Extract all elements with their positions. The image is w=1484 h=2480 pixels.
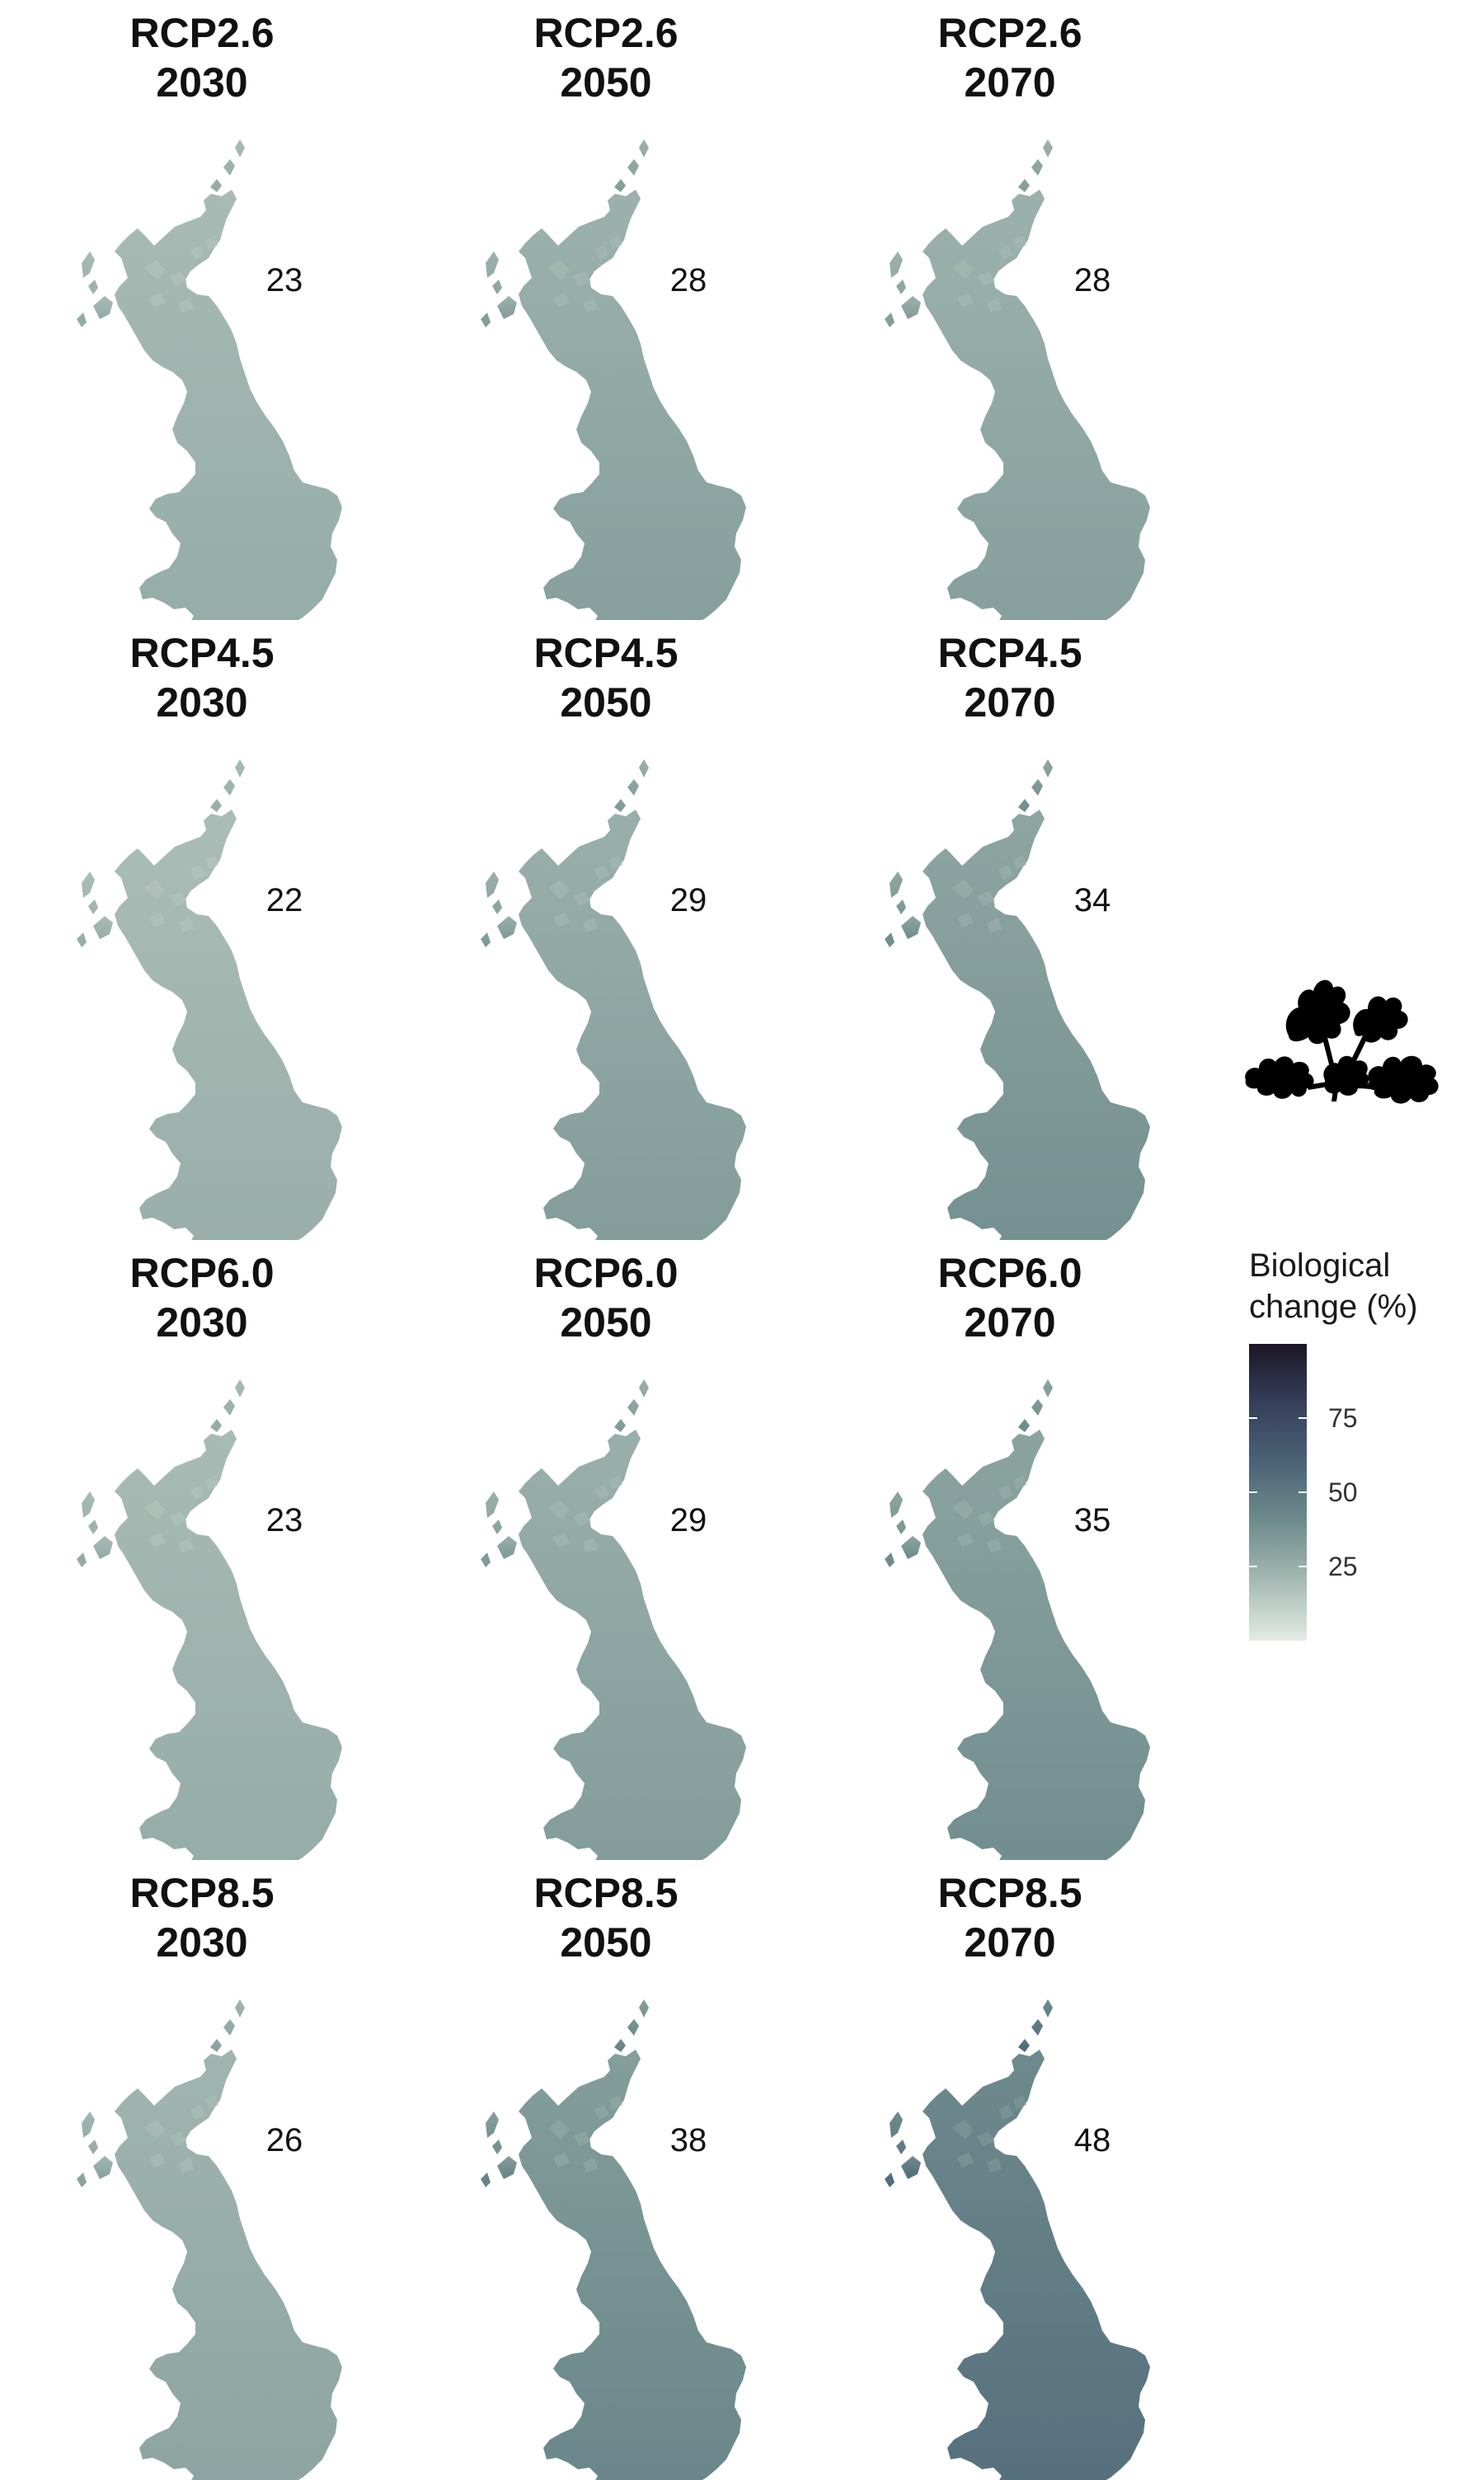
- map-panel: RCP2.6 2030 23: [37, 0, 367, 620]
- map-panel: RCP6.0 2050 29: [441, 1240, 771, 1860]
- map-panel: RCP2.6 2070 28: [845, 0, 1175, 620]
- scenario-label: RCP4.5: [937, 630, 1082, 676]
- gb-map: [885, 1379, 1150, 1860]
- gb-map: [77, 759, 342, 1240]
- scenario-label: RCP4.5: [129, 630, 275, 676]
- year-label: 2050: [560, 1299, 652, 1346]
- gb-map: [77, 1379, 342, 1860]
- scenario-label: RCP4.5: [533, 630, 679, 676]
- gb-map: [885, 139, 1150, 620]
- gb-map: [481, 139, 746, 620]
- change-value: 23: [265, 1502, 303, 1538]
- scenario-label: RCP2.6: [937, 10, 1082, 56]
- legend-title-line1: Biological: [1249, 1247, 1391, 1284]
- panel-title: RCP4.5 2030: [37, 628, 367, 727]
- year-label: 2030: [156, 679, 248, 726]
- change-value: 35: [1073, 1502, 1111, 1538]
- year-label: 2050: [560, 59, 652, 106]
- panel-title: RCP6.0 2050: [441, 1248, 771, 1347]
- map-panel: RCP4.5 2070 34: [845, 620, 1175, 1240]
- map-panel: RCP6.0 2070 35: [845, 1240, 1175, 1860]
- change-value: 28: [1073, 262, 1111, 298]
- legend-title-line2: change (%): [1249, 1289, 1418, 1325]
- map-panel: RCP8.5 2070 48: [845, 1860, 1175, 2480]
- legend-colorbar: [1249, 1344, 1307, 1641]
- legend: Biological change (%) 75 50 25: [1249, 1245, 1480, 1657]
- scenario-label: RCP6.0: [129, 1250, 275, 1296]
- scenario-label: RCP8.5: [937, 1870, 1082, 1916]
- year-label: 2050: [560, 1919, 652, 1966]
- year-label: 2070: [964, 1299, 1056, 1346]
- change-value: 38: [669, 2122, 707, 2158]
- scenario-label: RCP2.6: [129, 10, 275, 56]
- change-value: 23: [265, 262, 303, 298]
- panel-title: RCP6.0 2070: [845, 1248, 1175, 1347]
- gb-map: [885, 1999, 1150, 2480]
- change-value: 29: [669, 882, 707, 918]
- change-value: 28: [669, 262, 707, 298]
- change-value: 29: [669, 1502, 707, 1538]
- scenario-label: RCP6.0: [937, 1250, 1082, 1296]
- scenario-label: RCP6.0: [533, 1250, 679, 1296]
- map-panel: RCP8.5 2030 26: [37, 1860, 367, 2480]
- panel-title: RCP6.0 2030: [37, 1248, 367, 1347]
- panel-title: RCP2.6 2030: [37, 8, 367, 107]
- panel-title: RCP2.6 2050: [441, 8, 771, 107]
- change-value: 34: [1073, 882, 1111, 918]
- panel-title: RCP8.5 2050: [441, 1868, 771, 1967]
- year-label: 2070: [964, 679, 1056, 726]
- change-value: 26: [265, 2122, 303, 2158]
- panel-title: RCP8.5 2030: [37, 1868, 367, 1967]
- panel-title: RCP4.5 2050: [441, 628, 771, 727]
- colorbar-tick-label: 50: [1328, 1477, 1358, 1507]
- map-panel: RCP4.5 2050 29: [441, 620, 771, 1240]
- scenario-label: RCP2.6: [533, 10, 679, 56]
- year-label: 2070: [964, 1919, 1056, 1966]
- legend-title: Biological change (%): [1249, 1245, 1480, 1327]
- map-panel: RCP8.5 2050 38: [441, 1860, 771, 2480]
- scenario-label: RCP8.5: [129, 1870, 275, 1916]
- year-label: 2070: [964, 59, 1056, 106]
- year-label: 2030: [156, 59, 248, 106]
- scenario-label: RCP8.5: [533, 1870, 679, 1916]
- gb-map: [77, 139, 342, 620]
- year-label: 2050: [560, 679, 652, 726]
- oak-leaves-icon: [1245, 979, 1439, 1104]
- map-panel: RCP4.5 2030 22: [37, 620, 367, 1240]
- panel-title: RCP4.5 2070: [845, 628, 1175, 727]
- colorbar-tick-label: 75: [1328, 1403, 1358, 1433]
- panel-title: RCP2.6 2070: [845, 8, 1175, 107]
- year-label: 2030: [156, 1299, 248, 1346]
- gb-map: [77, 1999, 342, 2480]
- colorbar-tick-label: 25: [1328, 1552, 1358, 1581]
- gb-map: [481, 759, 746, 1240]
- gb-map: [481, 1379, 746, 1860]
- colorbar-gradient: [1249, 1344, 1307, 1641]
- map-panel: RCP2.6 2050 28: [441, 0, 771, 620]
- map-panel: RCP6.0 2030 23: [37, 1240, 367, 1860]
- gb-map: [481, 1999, 746, 2480]
- year-label: 2030: [156, 1919, 248, 1966]
- change-value: 22: [265, 882, 303, 918]
- panel-title: RCP8.5 2070: [845, 1868, 1175, 1967]
- change-value: 48: [1073, 2122, 1111, 2158]
- gb-map: [885, 759, 1150, 1240]
